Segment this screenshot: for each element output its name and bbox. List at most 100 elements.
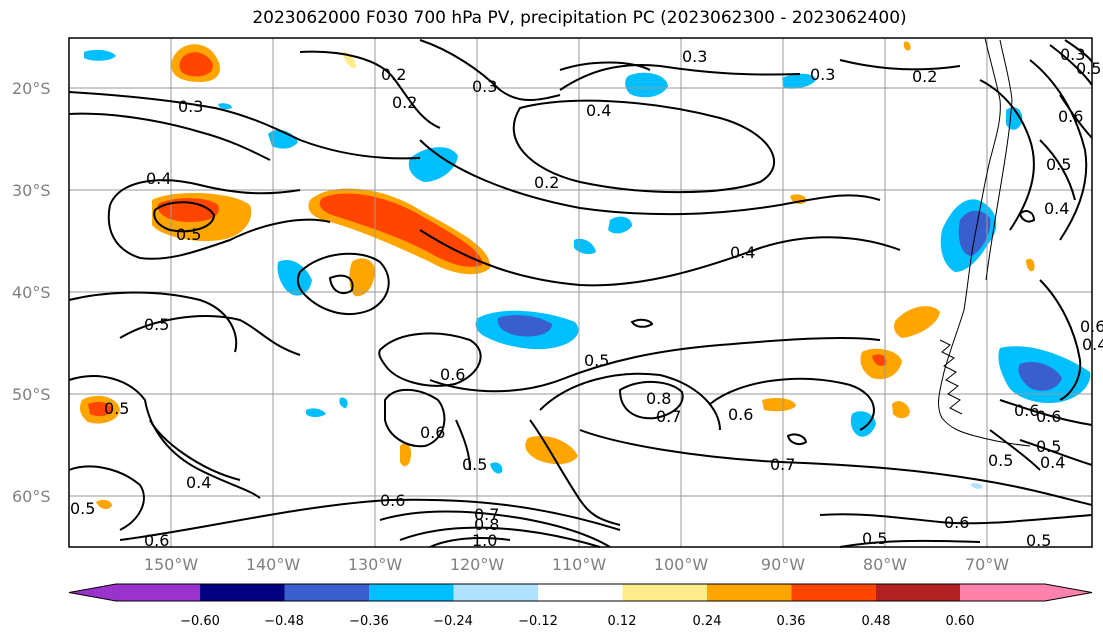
precip-positive-region: [349, 258, 375, 297]
map-frame: [68, 37, 1093, 548]
colorbar-swatch: [200, 584, 285, 601]
precip-positive-region: [894, 306, 940, 338]
precip-positive-region: [903, 41, 911, 51]
map-panel: [68, 37, 1093, 548]
pv-contour-0.4: [68, 112, 271, 161]
colorbar-tick-labels: −0.60 −0.48 −0.36 −0.24 −0.12 0.12 0.24 …: [180, 614, 974, 629]
contour-label: 0.7: [656, 407, 681, 426]
precip-negative-region: [970, 483, 983, 489]
contour-label: 0.5: [70, 499, 95, 518]
precip-negative-core: [958, 210, 991, 256]
pv-contour-0.5: [839, 539, 981, 548]
contour-label: 0.4: [186, 473, 211, 492]
lon-tick-label: 130°W: [348, 555, 403, 574]
colorbar: −0.60 −0.48 −0.36 −0.24 −0.12 0.12 0.24 …: [68, 583, 1093, 629]
pv-contour-0.4: [1039, 279, 1082, 401]
precip-negative-region: [306, 408, 326, 417]
pv-contour-small: [786, 433, 808, 445]
precip-positive-core: [157, 198, 219, 222]
contour-label: 0.5: [584, 351, 609, 370]
pv-contour-0.6: [119, 498, 621, 541]
pv-contour-0.5: [378, 332, 482, 387]
contour-label: 0.2: [534, 173, 559, 192]
colorbar-swatch: [538, 584, 623, 601]
pv-contour-0.5: [529, 419, 621, 526]
precip-positive-region: [400, 443, 412, 467]
pv-contour-0.2: [839, 59, 961, 71]
contour-label: 0.2: [381, 65, 406, 84]
pv-contour-0.8: [618, 380, 684, 420]
pv-contour-0.6: [999, 399, 1093, 426]
pv-contour-0.4: [559, 64, 801, 91]
precipitation-shading: [80, 41, 1091, 510]
pv-contour-0.5: [429, 336, 881, 393]
colorbar-swatches: [68, 583, 1093, 602]
patagonia-coast: [974, 435, 1031, 447]
precip-positive-region: [892, 401, 910, 419]
precip-negative-region: [84, 49, 116, 61]
precip-negative-region: [625, 72, 668, 98]
precip-positive-core: [179, 52, 213, 77]
precip-positive-core: [319, 193, 483, 267]
contour-label: 0.5: [462, 455, 487, 474]
pv-contour-0.2: [299, 50, 441, 129]
lat-tick-label: 20°S: [12, 79, 51, 98]
colorbar-outline: [68, 583, 1093, 602]
pv-contour-0.8: [399, 526, 601, 548]
pv-contour-0.4: [1029, 59, 1088, 241]
pv-contour-0.4: [419, 229, 901, 287]
pv-contour-0.3: [1049, 44, 1093, 86]
contour-label: 0.3: [1060, 45, 1085, 64]
lon-tick-label: 110°W: [552, 555, 607, 574]
precip-negative-region: [850, 411, 876, 437]
pv-contour-0.5: [119, 315, 301, 356]
lon-tick-label: 70°W: [965, 555, 1009, 574]
contour-label: 0.5: [144, 315, 169, 334]
precip-positive-core: [872, 354, 887, 366]
colorbar-swatch: [284, 584, 369, 601]
andes-coast-inner: [985, 39, 1013, 281]
pv-contour-0.4: [68, 375, 261, 499]
lat-tick-label: 30°S: [12, 181, 51, 200]
pv-contour-0.7: [539, 372, 721, 431]
lat-tick-label: 60°S: [12, 487, 51, 506]
precip-negative-region: [782, 73, 816, 89]
pv-contour-0.5: [68, 465, 145, 531]
contour-label: 0.8: [646, 389, 671, 408]
colorbar-swatch: [622, 584, 707, 601]
colorbar-swatch: [876, 584, 961, 601]
lon-tick-label: 80°W: [863, 555, 907, 574]
pv-contour-0.7: [579, 429, 1093, 506]
pv-contour-small: [559, 61, 651, 71]
colorbar-swatch: [453, 584, 538, 601]
coastline-south-america: [938, 37, 1031, 447]
contour-label: 0.4: [586, 101, 611, 120]
longitude-labels: 150°W 140°W 130°W 120°W 110°W 100°W 90°W…: [144, 555, 1009, 574]
pv-contour-0.6: [1059, 94, 1093, 139]
plot-title: 2023062000 F030 700 hPa PV, precipitatio…: [252, 8, 907, 28]
pv-contour-0.3: [419, 139, 881, 216]
pv-contour-0.2: [512, 99, 776, 194]
contour-label: 0.5: [176, 225, 201, 244]
precip-negative-region: [490, 462, 503, 474]
pv-contour-0.5: [68, 291, 238, 353]
contour-label: 0.5: [104, 399, 129, 418]
colorbar-label: 0.36: [777, 614, 806, 629]
precip-negative-core: [497, 315, 552, 337]
contour-label: 0.4: [730, 243, 755, 262]
pv-contour-1.0: [429, 537, 511, 548]
pv-contour-0.3: [419, 39, 561, 101]
contour-label: 0.5: [1026, 531, 1051, 550]
pv-contour-0.6: [384, 388, 446, 448]
contour-label: 0.6: [1014, 401, 1039, 420]
pv-contour-0.4: [149, 419, 241, 481]
chile-coastline: [938, 37, 1001, 437]
precip-positive-core: [88, 402, 112, 417]
colorbar-swatch: [369, 584, 454, 601]
precip-negative-region: [408, 147, 458, 182]
precip-positive-region: [762, 398, 796, 412]
contour-label: 0.2: [912, 67, 937, 86]
contour-label: 0.5: [1076, 59, 1101, 78]
precip-negative-region: [608, 216, 632, 234]
lat-tick-label: 50°S: [12, 385, 51, 404]
